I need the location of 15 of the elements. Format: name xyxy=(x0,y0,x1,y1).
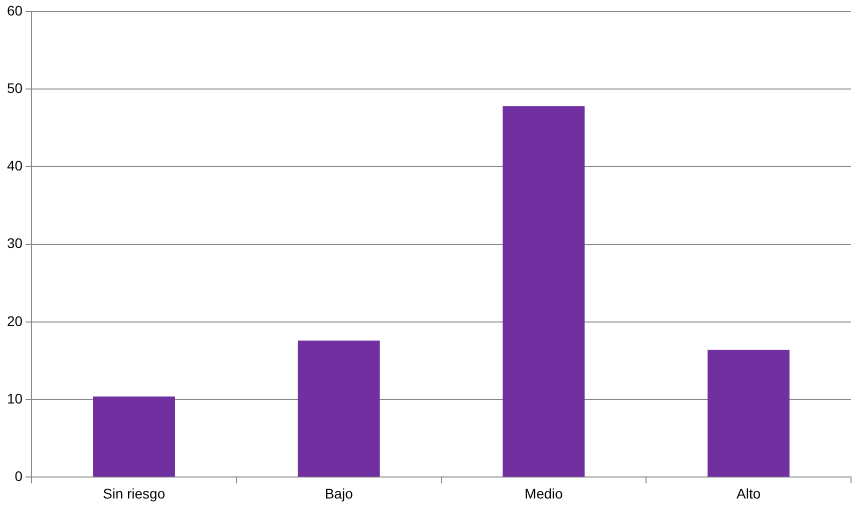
y-tick-label: 60 xyxy=(6,2,23,18)
x-tick-label: Alto xyxy=(736,485,761,502)
y-tick-label: 40 xyxy=(6,158,23,174)
bar xyxy=(708,350,790,477)
x-tick-label: Sin riesgo xyxy=(102,485,166,502)
y-tick-label: 10 xyxy=(6,390,23,406)
y-tick-label: 20 xyxy=(6,312,23,329)
y-tick-label: 30 xyxy=(6,235,23,252)
x-tick-label: Bajo xyxy=(324,485,354,502)
bar xyxy=(298,340,380,477)
y-tick-label: 50 xyxy=(6,80,23,96)
x-tick-label: Medio xyxy=(524,485,563,502)
bar xyxy=(502,106,585,477)
bar xyxy=(93,396,175,477)
y-tick-label: 0 xyxy=(14,468,23,484)
